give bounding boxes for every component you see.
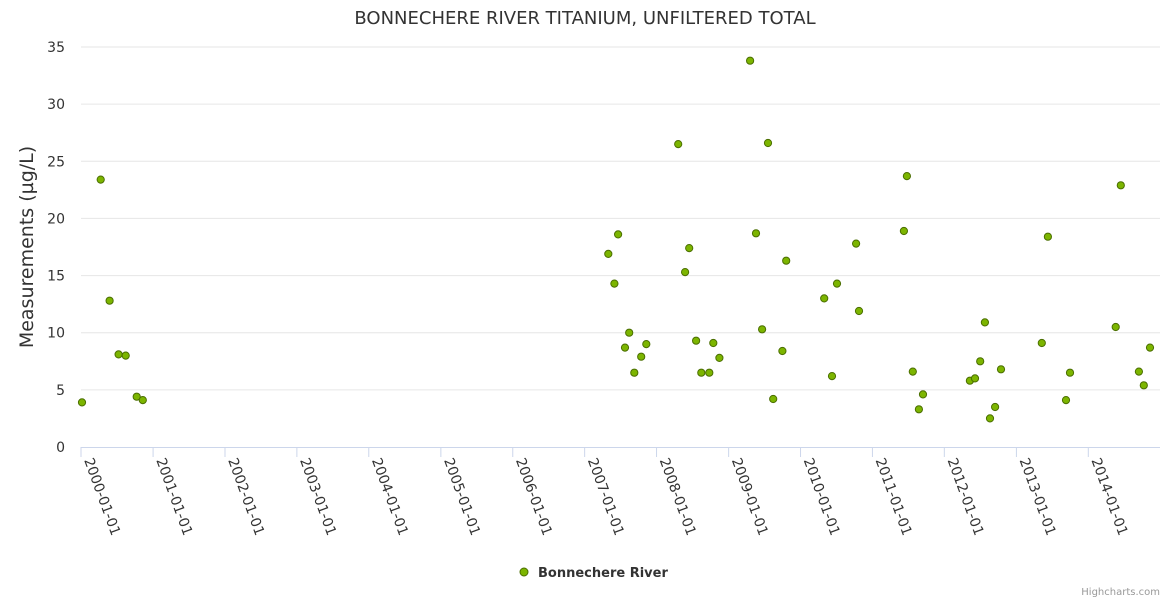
data-point-0-28[interactable] (778, 346, 787, 356)
data-point-0-21[interactable] (709, 338, 718, 348)
data-point-0-1[interactable] (96, 175, 105, 184)
data-point-0-16[interactable] (681, 268, 690, 277)
x-tick-label-2008-01-01: 2008-01-01 (656, 456, 699, 538)
x-tick-label-2003-01-01: 2003-01-01 (296, 456, 339, 538)
data-point-0-33[interactable] (852, 239, 861, 248)
data-points[interactable] (77, 56, 1155, 423)
data-point-0-4[interactable] (121, 351, 130, 360)
data-point-0-29[interactable] (782, 256, 791, 265)
data-point-0-18[interactable] (692, 336, 701, 345)
x-tick-label-2010-01-01: 2010-01-01 (800, 456, 843, 538)
y-tick-label-0: 0 (56, 440, 65, 456)
x-tick-label-2013-01-01: 2013-01-01 (1016, 456, 1059, 538)
y-tick-label-35: 35 (47, 40, 65, 56)
chart-title: BONNECHERE RIVER TITANIUM, UNFILTERED TO… (354, 8, 815, 29)
x-tick-label-2009-01-01: 2009-01-01 (728, 456, 771, 538)
data-point-0-10[interactable] (620, 343, 630, 352)
data-point-0-51[interactable] (1111, 322, 1120, 332)
data-point-0-34[interactable] (854, 306, 864, 316)
credits-link[interactable]: Highcharts.com (1081, 587, 1160, 598)
data-point-0-19[interactable] (697, 368, 706, 377)
data-point-0-50[interactable] (1065, 368, 1075, 377)
data-point-0-39[interactable] (918, 390, 928, 399)
data-point-0-23[interactable] (746, 56, 755, 65)
data-point-0-45[interactable] (991, 402, 1000, 412)
data-point-0-3[interactable] (114, 350, 123, 359)
data-point-0-44[interactable] (985, 414, 995, 423)
data-point-0-6[interactable] (138, 396, 147, 405)
y-tick-label-25: 25 (47, 154, 65, 170)
legend[interactable]: Bonnechere River (519, 566, 668, 581)
data-point-0-37[interactable] (908, 367, 917, 376)
data-point-0-36[interactable] (902, 172, 912, 181)
data-point-0-11[interactable] (625, 328, 634, 337)
y-tick-label-15: 15 (47, 269, 65, 285)
data-point-0-0[interactable] (77, 398, 87, 407)
x-tick-label-2001-01-01: 2001-01-01 (152, 456, 195, 538)
data-point-0-17[interactable] (685, 244, 694, 253)
data-point-0-48[interactable] (1043, 232, 1053, 241)
data-point-0-9[interactable] (614, 230, 623, 239)
data-point-0-24[interactable] (751, 229, 761, 238)
data-point-0-49[interactable] (1061, 396, 1071, 405)
x-tick-label-2004-01-01: 2004-01-01 (368, 456, 411, 538)
data-point-0-26[interactable] (763, 138, 773, 148)
gridlines (81, 46, 1160, 391)
data-point-0-47[interactable] (1037, 338, 1046, 348)
data-point-0-31[interactable] (827, 372, 837, 381)
x-tick-label-2006-01-01: 2006-01-01 (512, 456, 555, 538)
data-point-0-25[interactable] (758, 325, 767, 334)
x-tick-label-2000-01-01: 2000-01-01 (80, 456, 123, 538)
x-tick-label-2011-01-01: 2011-01-01 (872, 456, 915, 538)
legend-marker-icon (519, 567, 529, 577)
data-point-0-12[interactable] (630, 368, 639, 377)
data-point-0-14[interactable] (642, 340, 651, 349)
data-point-0-35[interactable] (899, 226, 909, 236)
data-point-0-43[interactable] (980, 318, 990, 327)
data-point-0-52[interactable] (1116, 181, 1125, 190)
x-tick-label-2007-01-01: 2007-01-01 (584, 456, 627, 538)
data-point-0-15[interactable] (674, 140, 683, 149)
y-tick-label-30: 30 (47, 97, 65, 113)
data-point-0-42[interactable] (976, 357, 985, 366)
data-point-0-22[interactable] (715, 353, 724, 362)
x-tick-label-2002-01-01: 2002-01-01 (224, 456, 267, 538)
data-point-0-38[interactable] (914, 405, 924, 414)
y-tick-label-10: 10 (47, 326, 65, 342)
data-point-0-7[interactable] (604, 249, 613, 258)
data-point-0-55[interactable] (1145, 343, 1155, 352)
data-point-0-32[interactable] (832, 279, 842, 288)
data-point-0-27[interactable] (769, 394, 778, 404)
data-point-0-2[interactable] (105, 296, 114, 305)
y-tick-label-20: 20 (47, 211, 65, 227)
legend-label-bonnechere-river[interactable]: Bonnechere River (538, 566, 668, 581)
data-point-0-20[interactable] (705, 368, 714, 377)
x-tick-label-2014-01-01: 2014-01-01 (1088, 456, 1131, 538)
y-tick-label-5: 5 (56, 383, 65, 399)
x-tick-label-2012-01-01: 2012-01-01 (944, 456, 987, 538)
x-axis-ticks: 2000-01-01 2001-01-01 2002-01-01 2003-01-01… (80, 447, 1130, 538)
data-point-0-41[interactable] (970, 374, 980, 383)
data-point-0-46[interactable] (996, 365, 1006, 374)
data-point-0-30[interactable] (820, 294, 829, 303)
data-point-0-8[interactable] (610, 279, 619, 288)
data-point-0-13[interactable] (637, 352, 646, 361)
data-point-0-53[interactable] (1134, 367, 1144, 376)
data-point-0-5[interactable] (132, 392, 141, 401)
y-axis-title: Measurements (µg/L) (16, 146, 38, 348)
x-tick-label-2005-01-01: 2005-01-01 (440, 456, 483, 538)
data-point-0-54[interactable] (1139, 381, 1148, 390)
y-axis-ticks: 0 5 10 15 20 25 30 35 (47, 40, 65, 456)
